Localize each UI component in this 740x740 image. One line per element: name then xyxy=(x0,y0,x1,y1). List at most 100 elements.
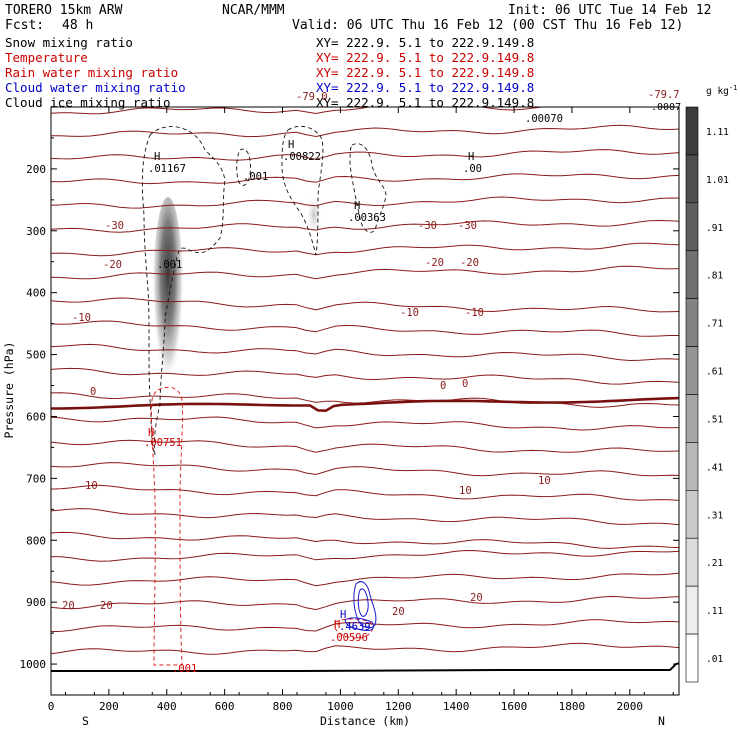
direction-north: N xyxy=(658,714,665,728)
colorbar-swatch xyxy=(685,106,699,156)
x-tick-label: 800 xyxy=(273,700,293,713)
temp-label-3: -30 xyxy=(105,220,124,232)
legend-xy-rain: XY= 222.9. 5.1 to 222.9.149.8 xyxy=(316,65,534,80)
colorbar-label: 1.11 xyxy=(706,127,729,138)
y-tick-label: 200 xyxy=(26,163,46,176)
colorbar-swatch xyxy=(685,202,699,252)
init-time: Init: 06 UTC Tue 14 Feb 12 xyxy=(508,3,712,18)
colorbar-label: 1.01 xyxy=(706,175,729,186)
colorbar-swatch xyxy=(685,298,699,347)
colorbar-swatch xyxy=(685,394,699,443)
x-tick-label: 0 xyxy=(48,700,55,713)
temp-label-11: -10 xyxy=(465,307,484,319)
temperature-contour-line xyxy=(51,619,679,633)
upper-label-1: .00070 xyxy=(525,113,563,125)
x-tick-label: 2000 xyxy=(617,700,644,713)
model-title: TORERO 15km ARW xyxy=(5,3,123,18)
y-tick-label: 800 xyxy=(26,534,46,547)
temperature-contour-line xyxy=(51,124,679,138)
temperature-contour-line xyxy=(51,107,586,115)
temp-label-10: -10 xyxy=(400,307,419,319)
fcst-label: Fcst: xyxy=(5,18,44,33)
x-tick-label: 1200 xyxy=(385,700,412,713)
temp-label-6: -20 xyxy=(103,259,122,271)
temp-label-8: -20 xyxy=(460,257,479,269)
colorbar-label: .01 xyxy=(706,654,723,665)
cloud-water-contours xyxy=(344,581,377,631)
header: TORERO 15km ARW NCAR/MMM Init: 06 UTC Tu… xyxy=(5,3,712,33)
snow-contours xyxy=(141,126,387,456)
colorbar-label: .61 xyxy=(706,367,723,378)
fcst-value: 48 h xyxy=(62,18,93,33)
temp-label-9: -10 xyxy=(72,312,91,324)
cloud-ice-column xyxy=(152,197,184,413)
temp-label-4: -30 xyxy=(418,220,437,232)
legend: Snow mixing ratio Temperature Rain water… xyxy=(5,35,534,110)
x-tick-label: 1800 xyxy=(559,700,586,713)
temperature-contour-line xyxy=(51,367,679,385)
legend-xy-temperature: XY= 222.9. 5.1 to 222.9.149.8 xyxy=(316,50,534,65)
temperature-contour-line xyxy=(51,572,679,587)
rain-contour-column xyxy=(150,386,184,666)
y-tick-label: 900 xyxy=(26,596,46,609)
snow-contour-3 xyxy=(281,126,324,256)
legend-xy-cloud-ice: XY= 222.9. 5.1 to 222.9.149.8 xyxy=(316,95,534,110)
temperature-contours xyxy=(51,107,679,655)
snow-h-4: H xyxy=(468,151,474,163)
y-tick-label: 500 xyxy=(26,349,46,362)
colorbar-swatch xyxy=(685,633,699,683)
temperature-contour-line xyxy=(51,484,679,501)
colorbar-label: .31 xyxy=(706,510,723,521)
temperature-contour-line xyxy=(51,439,679,453)
temp-label-20: 20 xyxy=(392,606,405,618)
rain-h-1: H xyxy=(148,427,154,439)
temperature-contour-line xyxy=(51,595,679,611)
colorbar-label: .51 xyxy=(706,414,723,425)
temp-label-12: 0 xyxy=(90,386,96,398)
direction-south: S xyxy=(82,714,89,728)
legend-name-temperature: Temperature xyxy=(5,50,88,65)
temperature-contour-line xyxy=(51,265,679,280)
colorbar-label: .71 xyxy=(706,319,723,330)
colorbar-swatch xyxy=(685,250,699,299)
temperature-contour-line xyxy=(51,343,679,362)
colorbar-label: .21 xyxy=(706,558,723,569)
temp-label-1: -79.0 xyxy=(296,91,328,103)
temperature-contour-line xyxy=(51,297,679,313)
temperature-contour-line xyxy=(51,508,679,526)
legend-name-cloud-ice: Cloud ice mixing ratio xyxy=(5,95,171,110)
x-tick-label: 200 xyxy=(99,700,119,713)
legend-name-cloud-water: Cloud water mixing ratio xyxy=(5,80,186,95)
legend-xy-cloud-water: XY= 222.9. 5.1 to 222.9.149.8 xyxy=(316,80,534,95)
plot-frame xyxy=(50,106,680,696)
legend-xy-snow: XY= 222.9. 5.1 to 222.9.149.8 xyxy=(316,35,534,50)
cloud-water-val: .4639 xyxy=(339,621,371,633)
temperature-contour-line xyxy=(51,242,679,257)
temp-label-7: -20 xyxy=(425,257,444,269)
colorbar-label: .91 xyxy=(706,223,723,234)
colorbar-unit: g kg-1 xyxy=(706,84,737,97)
snow-val-1: .01167 xyxy=(148,163,186,175)
snow-val-2: .00822 xyxy=(283,151,321,163)
colorbar-swatch xyxy=(685,585,699,635)
y-tick-label: 700 xyxy=(26,472,46,485)
x-tick-label: 1600 xyxy=(501,700,528,713)
temp-label-13: 0 xyxy=(440,380,446,392)
snow-h-1: H xyxy=(154,151,160,163)
colorbar-swatch xyxy=(685,154,699,204)
cloud-water-h: H xyxy=(340,609,346,621)
y-tick-label: 400 xyxy=(26,287,46,300)
legend-name-snow: Snow mixing ratio xyxy=(5,35,133,50)
x-tick-label: 1400 xyxy=(443,700,470,713)
cloud-water-contour-3 xyxy=(344,617,375,631)
org-label: NCAR/MMM xyxy=(222,3,285,18)
temperature-labels: -79.0 -79.7 -30 -30 -30 -20 -20 -20 -10 … xyxy=(62,89,680,618)
rain-val-2: .00596 xyxy=(330,632,368,644)
x-axis: 0 200 400 600 800 1000 1200 1400 1600 1800 2000 xyxy=(48,107,674,713)
y-tick-label: 600 xyxy=(26,410,46,423)
temp-label-19: 20 xyxy=(100,600,113,612)
upper-label-3: .0007 xyxy=(651,102,681,113)
snow-contour-label-2: .001 xyxy=(157,259,182,271)
x-tick-label: 400 xyxy=(157,700,177,713)
